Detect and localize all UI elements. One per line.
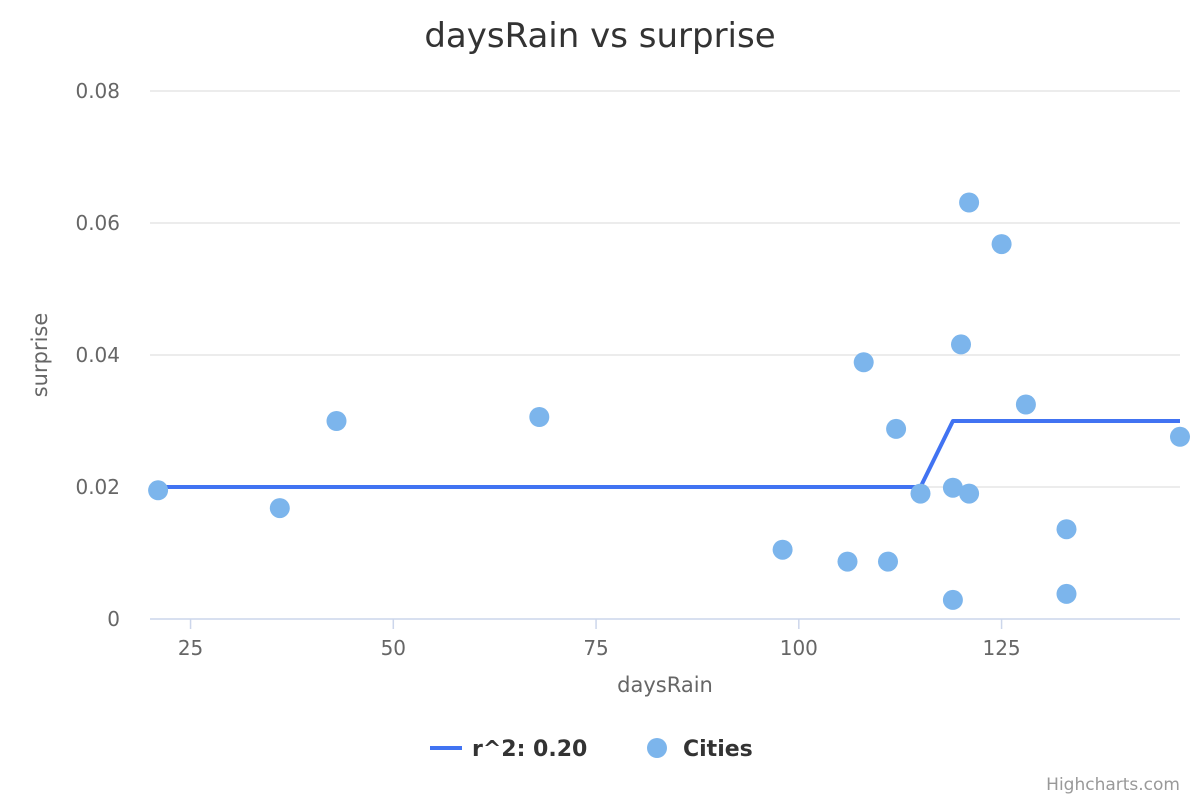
y-axis-title: surprise — [28, 313, 52, 398]
y-tick-label: 0.06 — [75, 211, 120, 235]
legend-label-regression: r^2: 0.20 — [472, 737, 587, 762]
legend-item-cities[interactable]: Cities — [647, 737, 753, 762]
scatter-point[interactable] — [1056, 519, 1077, 540]
y-tick-label: 0.04 — [75, 343, 120, 367]
x-tick-label: 125 — [982, 636, 1020, 660]
scatter-point[interactable] — [1170, 426, 1190, 447]
legend-dot-symbol — [647, 738, 667, 758]
scatter-point[interactable] — [942, 477, 963, 498]
series-layer — [148, 192, 1190, 610]
scatter-point[interactable] — [991, 234, 1012, 255]
scatter-point[interactable] — [959, 483, 980, 504]
legend-item-regression[interactable]: r^2: 0.20 — [430, 737, 587, 762]
scatter-point[interactable] — [1056, 583, 1077, 604]
scatter-point[interactable] — [951, 334, 971, 355]
scatter-point[interactable] — [326, 411, 347, 431]
scatter-point[interactable] — [942, 589, 963, 610]
x-tick-label: 75 — [583, 636, 608, 660]
legend-label-cities: Cities — [683, 737, 753, 762]
scatter-point[interactable] — [878, 551, 898, 572]
scatter-point[interactable] — [886, 418, 907, 439]
scatter-point[interactable] — [837, 551, 858, 572]
x-axis-title: daysRain — [617, 673, 713, 697]
scatter-point[interactable] — [529, 407, 550, 427]
scatter-point[interactable] — [853, 352, 874, 373]
credits-link[interactable]: Highcharts.com — [1046, 775, 1180, 795]
scatter-point[interactable] — [269, 498, 290, 519]
legend[interactable]: r^2: 0.20 Cities — [430, 737, 753, 762]
y-tick-label: 0.08 — [75, 79, 120, 103]
scatter-point[interactable] — [772, 539, 793, 560]
x-tick-label: 100 — [780, 636, 818, 660]
regression-line — [158, 419, 1180, 489]
y-tick-label: 0 — [107, 607, 120, 631]
x-axis: 25 50 75 100 125 — [150, 618, 1180, 660]
y-axis: 0 0.02 0.04 0.06 0.08 — [75, 79, 120, 631]
scatter-point[interactable] — [959, 192, 980, 213]
x-tick-label: 50 — [381, 636, 406, 660]
y-tick-label: 0.02 — [75, 475, 120, 499]
scatter-point[interactable] — [910, 483, 931, 504]
chart-title: daysRain vs surprise — [424, 16, 775, 56]
y-gridlines — [150, 90, 1180, 488]
x-tick-label: 25 — [178, 636, 203, 660]
scatter-point[interactable] — [148, 480, 169, 501]
scatter-point[interactable] — [1015, 394, 1036, 415]
